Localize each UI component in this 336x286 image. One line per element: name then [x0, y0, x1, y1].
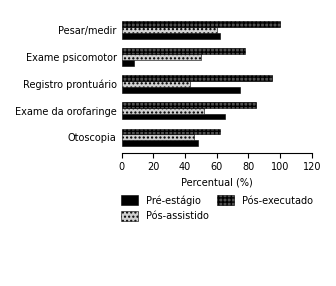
Bar	[122, 60, 134, 66]
Bar	[122, 129, 220, 134]
Bar	[122, 87, 241, 93]
Bar	[122, 102, 256, 108]
Bar	[122, 21, 280, 27]
Bar	[122, 134, 195, 140]
Legend: Pré-estágio, Pós-assistido, Pós-executado: Pré-estágio, Pós-assistido, Pós-executad…	[117, 191, 317, 225]
Bar	[122, 114, 224, 120]
X-axis label: Percentual (%): Percentual (%)	[181, 178, 253, 188]
Bar	[122, 81, 190, 87]
Bar	[122, 140, 198, 146]
Bar	[122, 48, 245, 54]
Bar	[122, 33, 220, 39]
Bar	[122, 75, 272, 81]
Bar	[122, 108, 204, 114]
Bar	[122, 54, 201, 60]
Bar	[122, 27, 217, 33]
